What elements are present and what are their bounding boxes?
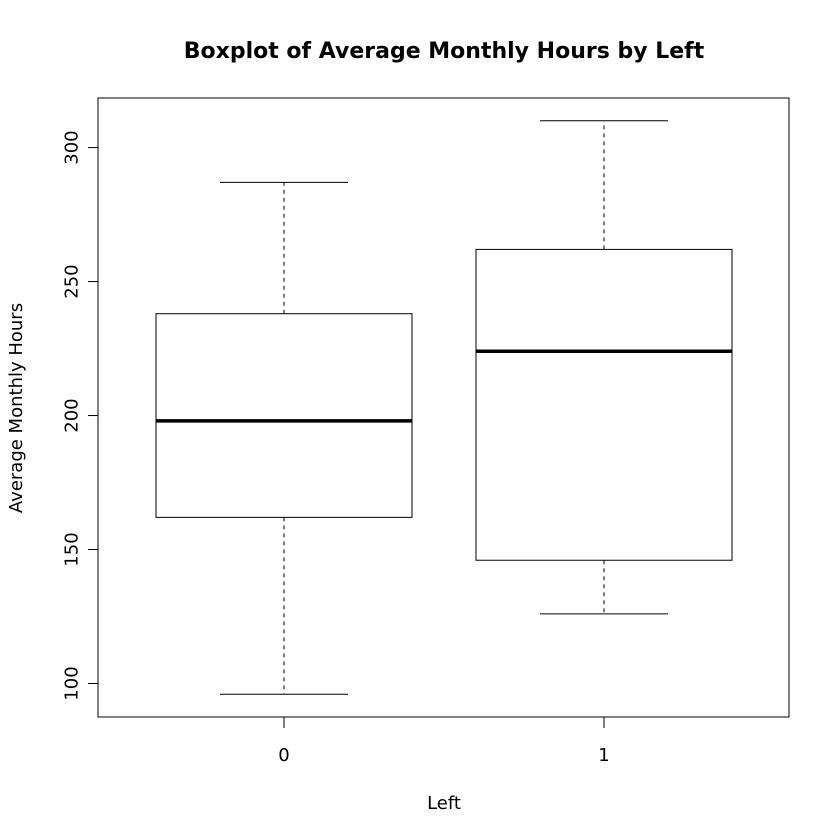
plot-layer: 100 150 200 250 300 0 1	[62, 120, 733, 766]
box-iqr	[155, 313, 413, 518]
y-tick-label: 200	[62, 398, 83, 432]
x-axis-label: Left	[427, 793, 461, 814]
y-tick-label: 250	[62, 264, 83, 298]
y-axis-label: Average Monthly Hours	[6, 303, 27, 513]
y-tick-label: 150	[62, 532, 83, 566]
y-tick-label: 300	[62, 130, 83, 164]
x-tick-label: 1	[598, 745, 609, 766]
y-tick-label: 100	[62, 666, 83, 700]
chart-title: Boxplot of Average Monthly Hours by Left	[184, 39, 705, 64]
x-tick-label: 0	[278, 745, 289, 766]
box-iqr	[475, 248, 733, 561]
